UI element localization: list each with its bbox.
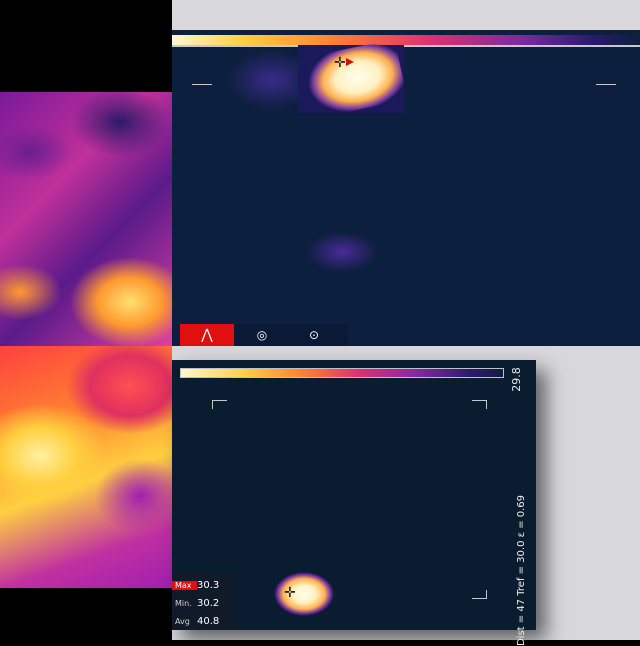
measurement-parameters: Dist = 47 Tref = 30.0 ε = 0.69 bbox=[516, 494, 528, 646]
black-region bbox=[0, 0, 172, 92]
frame-corner-bottom-right bbox=[472, 590, 487, 599]
top-color-palette-bar bbox=[172, 35, 640, 45]
stat-avg-row: Avg 40.8 bbox=[172, 612, 232, 630]
frame-corner-top-right bbox=[472, 400, 487, 409]
frame-corner-left bbox=[192, 84, 212, 85]
spot-icon[interactable]: ⊙ bbox=[308, 328, 320, 342]
stat-avg-label: Avg bbox=[175, 616, 190, 626]
stat-max-value: 30.3 bbox=[197, 579, 220, 591]
stat-min-label: Min. bbox=[175, 598, 192, 608]
crosshair-icon: ✛ bbox=[284, 585, 296, 601]
stat-min-value: 30.2 bbox=[197, 597, 220, 609]
mountain-icon[interactable]: ⋀ bbox=[180, 324, 234, 346]
stat-max-row: Max 30.3 bbox=[172, 576, 232, 594]
palette-max-temperature: 29.8 bbox=[509, 366, 523, 392]
top-palette-divider bbox=[172, 45, 640, 47]
frame-corner-top-left bbox=[212, 400, 227, 409]
stat-min-row: Min. 30.2 bbox=[172, 594, 232, 612]
black-region-bottom bbox=[0, 588, 172, 640]
palette-icon[interactable]: ◎ bbox=[256, 328, 268, 342]
stat-avg-value: 40.8 bbox=[197, 615, 220, 627]
temperature-stats-panel: Max 30.3 Min. 30.2 Avg 40.8 bbox=[172, 574, 234, 630]
stat-max-label: Max bbox=[172, 580, 197, 590]
thermal-image-left-top bbox=[0, 92, 172, 346]
hot-marker-icon bbox=[346, 58, 354, 66]
bottom-hotspot bbox=[274, 572, 336, 616]
crosshair-icon: ✛ bbox=[334, 55, 346, 71]
frame-corner-right bbox=[596, 84, 616, 85]
thermal-image-left-bottom bbox=[0, 346, 172, 588]
top-thermal-screen bbox=[172, 30, 640, 346]
bottom-color-palette-bar bbox=[180, 368, 504, 378]
